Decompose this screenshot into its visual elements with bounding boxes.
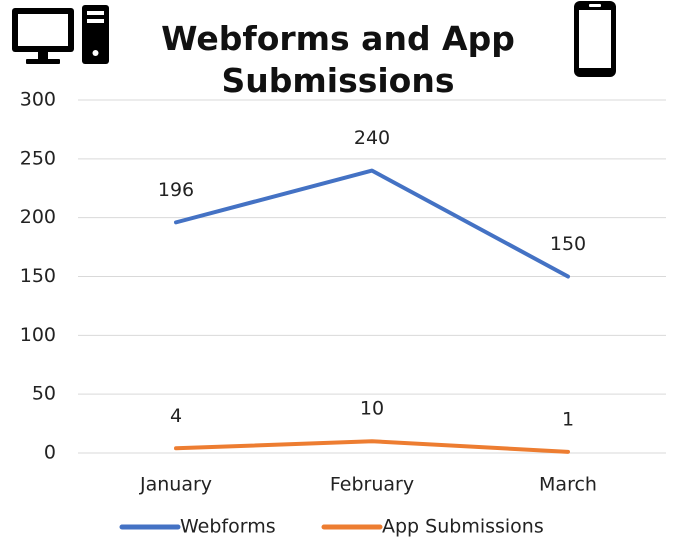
data-label: 240: [354, 127, 390, 149]
data-label: 4: [170, 405, 182, 427]
x-tick-label: January: [139, 474, 212, 496]
chart-title: Webforms and App Submissions: [161, 19, 515, 100]
data-label: 150: [550, 233, 586, 255]
y-tick-label: 0: [44, 442, 56, 464]
y-tick-label: 300: [20, 89, 56, 111]
desktop-icon: [12, 5, 109, 64]
series-line: [174, 168, 570, 279]
legend-label: App Submissions: [382, 516, 544, 538]
y-tick-label: 50: [32, 383, 56, 405]
legend-label: Webforms: [180, 516, 276, 538]
x-tick-label: February: [330, 474, 414, 496]
phone-icon: [574, 1, 616, 77]
x-tick-label: March: [539, 474, 597, 496]
y-tick-label: 200: [20, 206, 56, 228]
y-tick-label: 250: [20, 147, 56, 169]
data-label: 10: [360, 398, 384, 420]
data-label: 196: [158, 179, 194, 201]
y-tick-label: 100: [20, 324, 56, 346]
y-tick-label: 150: [20, 265, 56, 287]
series-line: [174, 439, 570, 454]
data-label: 1: [562, 408, 574, 430]
